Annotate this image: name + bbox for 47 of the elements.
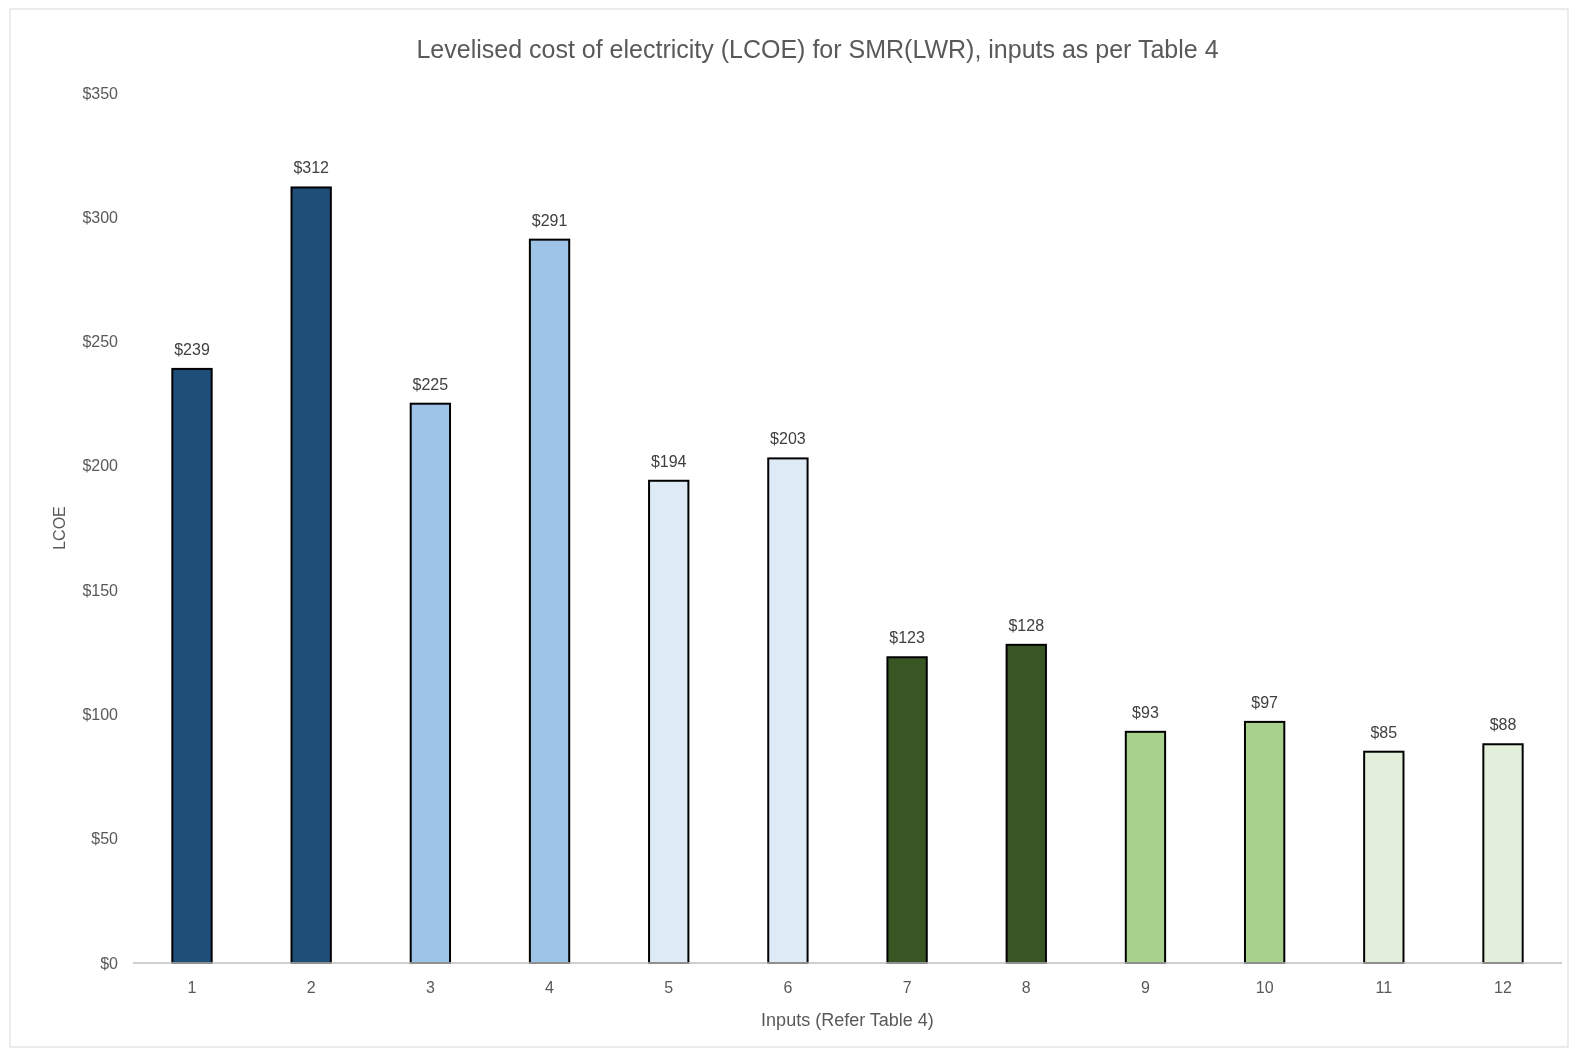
x-tick-label: 1 (187, 979, 197, 996)
x-tick-label: 6 (783, 979, 793, 996)
data-label: $225 (412, 375, 449, 393)
y-tick-label: $300 (82, 208, 119, 226)
data-label: $85 (1370, 723, 1398, 741)
data-label: $194 (650, 452, 687, 470)
bar (1124, 730, 1167, 964)
x-tick-label: 2 (306, 979, 316, 996)
y-tick-label: $0 (100, 954, 119, 972)
y-tick-label: $100 (82, 706, 119, 724)
x-axis-title: Inputs (Refer Table 4) (761, 1010, 934, 1030)
chart-title: Levelised cost of electricity (LCOE) for SMR(LWR), inputs as per Table 4 (416, 35, 1219, 63)
data-label: $97 (1251, 693, 1279, 711)
bar (648, 479, 690, 964)
bar (1482, 743, 1524, 964)
x-tick-label: 7 (902, 979, 912, 996)
y-tick-label: $150 (82, 581, 119, 599)
y-tick-label: $250 (82, 333, 119, 351)
x-tick-label: 10 (1255, 979, 1274, 996)
data-label: $291 (531, 211, 568, 229)
x-tick-label: 4 (545, 979, 555, 996)
x-tick-label: 8 (1021, 979, 1031, 996)
bar (1363, 750, 1405, 964)
y-tick-label: $50 (91, 830, 119, 848)
x-tick-label: 3 (425, 979, 435, 996)
data-label: $128 (1008, 616, 1045, 634)
bar (528, 238, 571, 964)
y-tick-label: $350 (82, 84, 119, 102)
x-tick-label: 12 (1494, 979, 1512, 996)
data-label: $123 (889, 629, 925, 647)
data-label: $93 (1132, 703, 1159, 721)
data-label: $88 (1489, 716, 1517, 734)
bar (409, 402, 452, 964)
bar (1005, 643, 1047, 964)
data-label: $203 (770, 430, 806, 448)
data-label: $239 (174, 340, 210, 358)
y-tick-label: $200 (82, 457, 119, 475)
x-tick-label: 11 (1375, 979, 1393, 996)
x-tick-label: 9 (1141, 979, 1150, 996)
data-label: $312 (293, 159, 330, 177)
y-axis-title: LCOE (51, 506, 68, 550)
bar (171, 367, 213, 964)
bar (767, 457, 809, 964)
bar (886, 656, 928, 964)
bar (1243, 720, 1286, 964)
bar (290, 186, 332, 964)
x-tick-label: 5 (664, 979, 674, 996)
